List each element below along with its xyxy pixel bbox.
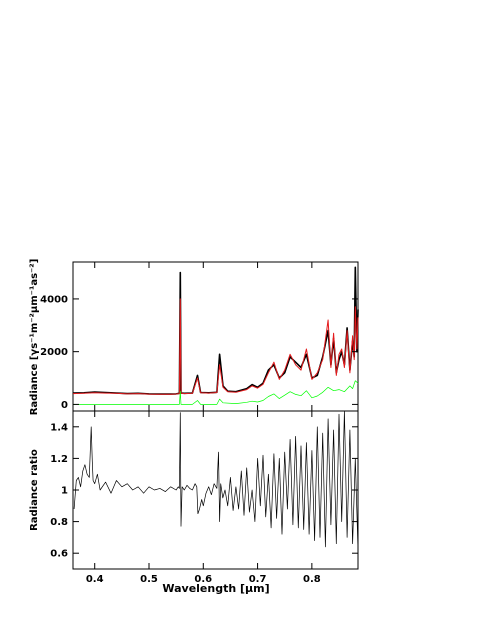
top-series-line-1 xyxy=(72,298,359,395)
bottom-plot-area xyxy=(73,410,359,551)
x-tick-label-3: 0.7 xyxy=(249,574,267,585)
bottom-series-line-0 xyxy=(73,410,359,551)
top-plot-area xyxy=(72,266,359,405)
y-tick-label-0-1: 2000 xyxy=(40,347,68,358)
top-y-axis-label: Radiance [γs⁻¹m⁻²μm⁻¹as⁻²] xyxy=(29,259,40,416)
y-tick-label-1-0: 0.6 xyxy=(50,549,68,560)
bottom-y-axis-label: Radiance ratio xyxy=(29,449,40,531)
y-tick-label-1-1: 0.8 xyxy=(50,517,68,528)
x-tick-label-0: 0.4 xyxy=(86,574,104,585)
y-tick-label-1-4: 1.4 xyxy=(50,422,68,433)
x-axis-label: Wavelength [μm] xyxy=(162,582,269,595)
y-tick-label-1-3: 1.2 xyxy=(50,454,68,465)
bottom-panel-frame xyxy=(72,410,359,570)
y-tick-label-0-0: 0 xyxy=(61,400,68,411)
y-tick-label-1-2: 1 xyxy=(61,486,68,497)
top-panel-frame xyxy=(72,261,359,412)
x-tick-label-4: 0.8 xyxy=(303,574,321,585)
axis-ticks: 0 2000 4000 0.6 0.8 1 1.2 1.4 0.4 0.5 0.6 0.7 0.8 xyxy=(40,262,358,585)
top-series-line-2 xyxy=(73,380,359,405)
y-tick-label-0-2: 4000 xyxy=(40,294,68,305)
x-tick-label-1: 0.5 xyxy=(140,574,158,585)
x-tick-label-2: 0.6 xyxy=(194,574,212,585)
